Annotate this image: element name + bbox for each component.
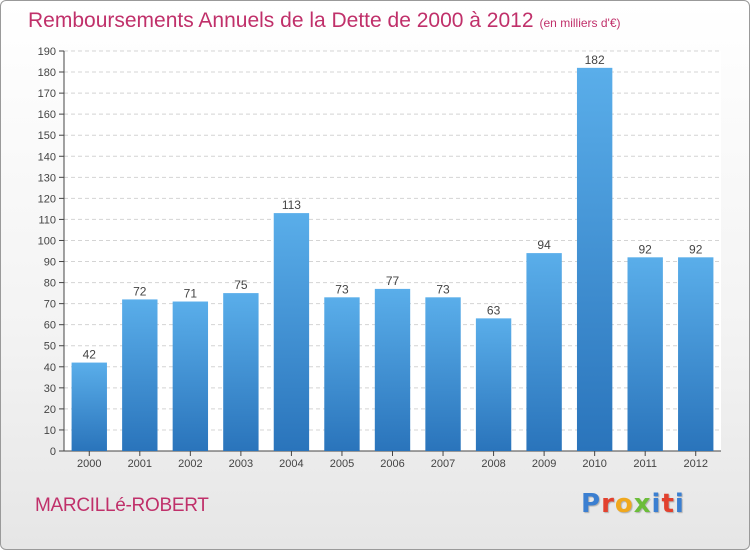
bar-value-label: 92 bbox=[639, 242, 653, 256]
y-tick-label: 40 bbox=[44, 362, 56, 374]
bar-value-label: 113 bbox=[282, 198, 301, 212]
proxiti-logo: Proxiti bbox=[581, 489, 685, 519]
y-tick-label: 140 bbox=[38, 151, 56, 163]
x-tick-label: 2002 bbox=[178, 458, 202, 470]
bar bbox=[576, 67, 613, 451]
x-tick-label: 2005 bbox=[330, 458, 354, 470]
y-tick-label: 150 bbox=[38, 130, 56, 142]
bar bbox=[324, 297, 360, 451]
y-tick-label: 130 bbox=[38, 172, 56, 184]
bar-value-label: 42 bbox=[83, 348, 97, 362]
bar-value-label: 71 bbox=[184, 287, 198, 301]
x-tick-label: 2004 bbox=[279, 458, 303, 470]
x-tick-label: 2000 bbox=[77, 458, 101, 470]
bar bbox=[71, 362, 107, 451]
bar bbox=[475, 318, 512, 451]
y-tick-label: 20 bbox=[44, 404, 56, 416]
x-tick-label: 2003 bbox=[229, 458, 253, 470]
bar bbox=[172, 301, 209, 451]
bar-value-label: 75 bbox=[234, 278, 248, 292]
bar bbox=[223, 293, 259, 451]
x-tick-label: 2009 bbox=[532, 458, 556, 470]
bar-value-label: 63 bbox=[487, 303, 501, 317]
chart-title: Remboursements Annuels de la Dette de 20… bbox=[28, 9, 621, 33]
bar-value-label: 92 bbox=[689, 242, 703, 256]
y-tick-label: 110 bbox=[38, 214, 56, 226]
chart-title-text: Remboursements Annuels de la Dette de 20… bbox=[28, 9, 534, 32]
bar-value-label: 94 bbox=[537, 238, 551, 252]
x-tick-label: 2010 bbox=[582, 458, 606, 470]
y-tick-label: 0 bbox=[50, 446, 56, 458]
y-tick-label: 160 bbox=[38, 109, 56, 121]
x-tick-label: 2011 bbox=[633, 458, 657, 470]
bar-value-label: 73 bbox=[335, 282, 349, 296]
y-tick-label: 180 bbox=[38, 67, 56, 79]
y-tick-label: 90 bbox=[44, 257, 56, 269]
x-tick-label: 2007 bbox=[431, 458, 455, 470]
bar bbox=[678, 257, 714, 451]
y-tick-label: 30 bbox=[44, 383, 56, 395]
x-tick-label: 2006 bbox=[380, 458, 404, 470]
y-tick-label: 190 bbox=[38, 46, 56, 58]
y-tick-label: 70 bbox=[44, 299, 56, 311]
chart-unit: (en milliers d'€) bbox=[539, 16, 621, 30]
y-tick-label: 50 bbox=[44, 341, 56, 353]
bar bbox=[526, 253, 562, 451]
y-tick-label: 80 bbox=[44, 278, 56, 290]
bar bbox=[627, 257, 663, 451]
bar-value-label: 73 bbox=[436, 282, 450, 296]
bar bbox=[273, 213, 310, 451]
bar-value-label: 72 bbox=[133, 284, 147, 298]
x-tick-label: 2012 bbox=[683, 458, 707, 470]
city-name: MARCILLé-ROBERT bbox=[35, 495, 209, 516]
bar bbox=[425, 297, 461, 451]
bar bbox=[122, 299, 158, 451]
y-tick-label: 10 bbox=[44, 425, 56, 437]
y-tick-label: 100 bbox=[38, 235, 56, 247]
x-tick-label: 2008 bbox=[481, 458, 505, 470]
x-tick-label: 2001 bbox=[128, 458, 152, 470]
bar-value-label: 77 bbox=[386, 274, 400, 288]
bar-value-label: 182 bbox=[585, 53, 605, 67]
y-tick-label: 170 bbox=[38, 88, 56, 100]
bar bbox=[374, 288, 411, 451]
y-tick-label: 60 bbox=[44, 320, 56, 332]
y-tick-label: 120 bbox=[38, 193, 56, 205]
